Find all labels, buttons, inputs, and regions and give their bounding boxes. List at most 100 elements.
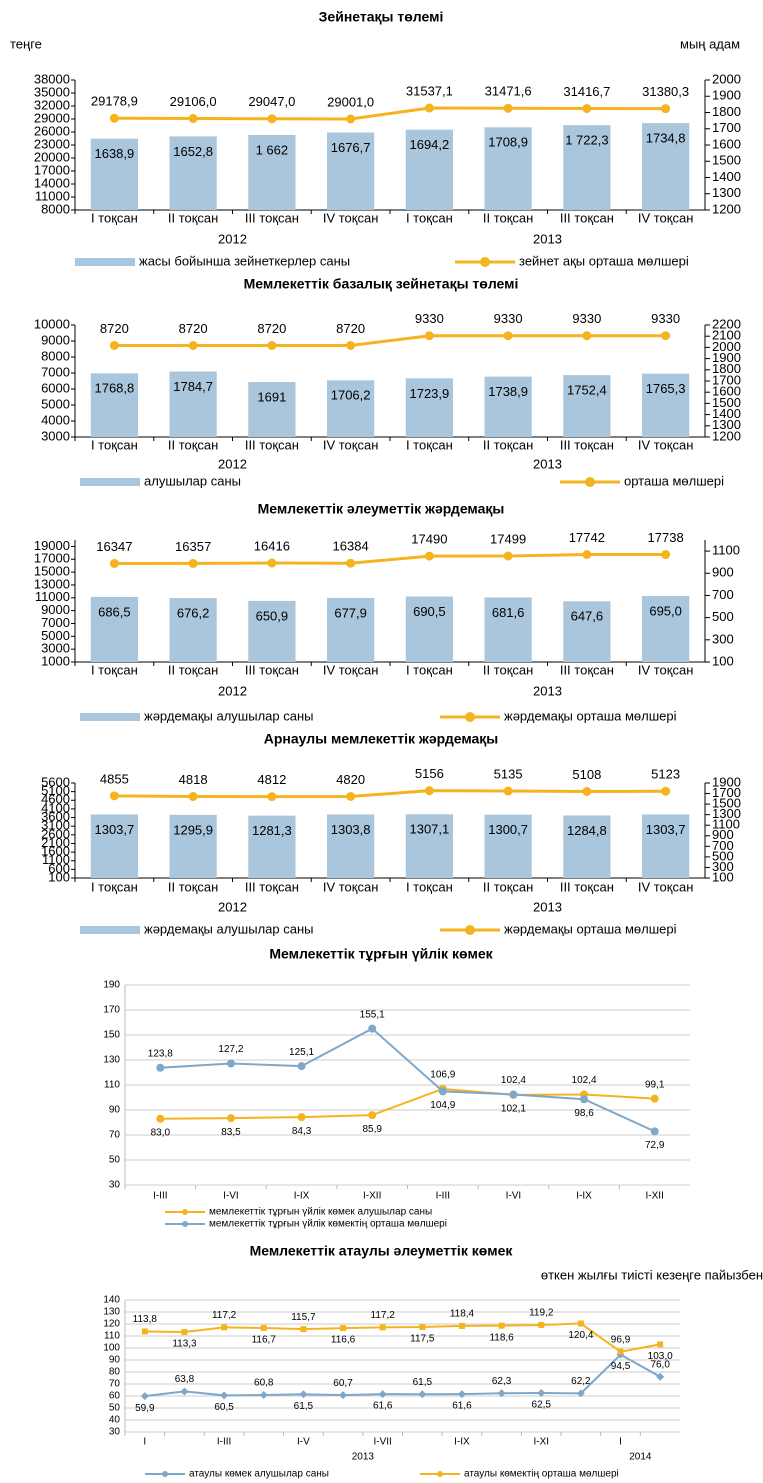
- data-label: 5123: [651, 767, 680, 782]
- marker: [424, 331, 434, 341]
- y-tick-label: 5000: [41, 628, 70, 643]
- data-label: 9330: [415, 311, 444, 326]
- group-label: 2013: [533, 456, 562, 471]
- marker: [582, 786, 592, 796]
- marker: [582, 549, 592, 559]
- data-label: 102,4: [501, 1075, 526, 1086]
- bar: [327, 814, 375, 878]
- data-label: 60,7: [333, 1378, 353, 1389]
- y-tick-label: 50: [109, 1403, 121, 1414]
- legend-swatch: [75, 258, 135, 266]
- line: [160, 1027, 656, 1133]
- data-label: 5135: [494, 766, 523, 781]
- data-label: 123,8: [148, 1048, 173, 1059]
- marker: [538, 1321, 545, 1328]
- x-tick-label: IV тоқсан: [323, 662, 379, 677]
- bar-label: 1638,9: [94, 146, 134, 161]
- bar: [484, 376, 532, 437]
- data-label: 113,3: [172, 1339, 197, 1350]
- y2-axis-label: мың адам: [680, 36, 740, 51]
- marker: [657, 1341, 664, 1348]
- chart-title: Зейнетақы төлемі: [319, 9, 444, 25]
- data-label: 117,2: [371, 1310, 396, 1321]
- chart-subtitle: өткен жылғы тиісті кезеңге пайызбен: [541, 1267, 763, 1282]
- marker: [188, 340, 198, 350]
- line: [144, 1353, 661, 1398]
- marker: [503, 331, 513, 341]
- group-label: 2012: [218, 683, 247, 698]
- marker: [346, 558, 356, 568]
- bar: [327, 132, 375, 210]
- data-label: 9330: [494, 311, 523, 326]
- y-tick-label: 35000: [34, 84, 70, 99]
- data-label: 83,0: [151, 1127, 171, 1138]
- marker: [497, 1389, 506, 1398]
- marker: [220, 1391, 229, 1400]
- x-tick-label: IV тоқсан: [323, 210, 379, 225]
- bar-label: 1307,1: [409, 822, 449, 837]
- bar-label: 1765,3: [646, 381, 686, 396]
- marker: [503, 786, 513, 796]
- bar-label: 676,2: [177, 606, 210, 621]
- group-label: 2014: [629, 1452, 652, 1463]
- data-label: 29001,0: [327, 94, 374, 109]
- y-tick-label: 1100: [42, 852, 70, 867]
- data-label: 63,8: [175, 1374, 195, 1385]
- group-label: 2013: [533, 683, 562, 698]
- bar: [563, 375, 611, 437]
- data-label: 118,6: [489, 1332, 514, 1343]
- marker: [340, 1325, 347, 1332]
- data-label: 9330: [572, 311, 601, 326]
- x-tick-label: I-XII: [646, 1191, 664, 1202]
- y2-tick-label: 1600: [712, 136, 741, 151]
- data-label: 17490: [411, 532, 447, 547]
- marker: [346, 340, 356, 350]
- marker: [537, 1389, 546, 1397]
- data-label: 60,5: [214, 1402, 234, 1413]
- y-tick-label: 17000: [34, 162, 70, 177]
- x-tick-label: I-IX: [576, 1191, 592, 1202]
- y-tick-label: 4100: [41, 800, 70, 815]
- marker: [188, 792, 198, 802]
- marker: [140, 1392, 149, 1401]
- y2-tick-label: 1800: [712, 361, 741, 376]
- bar: [248, 134, 296, 210]
- data-label: 4855: [100, 771, 129, 786]
- chart-title: Мемлекеттік әлеуметтік жәрдемақы: [258, 501, 505, 517]
- y-tick-label: 5100: [41, 783, 70, 798]
- data-label: 85,9: [362, 1124, 382, 1135]
- data-label: 31416,7: [563, 84, 610, 99]
- legend-label: жәрдемақы орташа мөлшері: [504, 708, 677, 723]
- marker: [259, 1391, 268, 1400]
- bar-label: 1694,2: [409, 137, 449, 152]
- y2-tick-label: 2000: [712, 339, 741, 354]
- marker: [297, 1113, 306, 1122]
- marker: [661, 104, 671, 114]
- y-tick-label: 120: [103, 1319, 120, 1330]
- y2-tick-label: 1400: [712, 406, 741, 421]
- data-label: 117,2: [212, 1310, 237, 1321]
- chart-title: Мемлекеттік тұрғын үйлік көмек: [269, 946, 493, 962]
- group-label: 2012: [218, 456, 247, 471]
- legend-label: жәрдемақы алушылар саны: [144, 708, 313, 723]
- marker: [267, 114, 277, 124]
- bar-label: 1768,8: [94, 381, 134, 396]
- bar-label: 1738,9: [488, 384, 528, 399]
- legend-label: алушылар саны: [144, 473, 241, 488]
- x-tick-label: I тоқсан: [91, 879, 138, 894]
- y2-tick-label: 1200: [712, 428, 741, 443]
- bar-label: 1723,9: [409, 386, 449, 401]
- bar-label: 1784,7: [173, 379, 213, 394]
- data-label: 29047,0: [248, 94, 295, 109]
- x-tick-label: II тоқсан: [483, 210, 533, 225]
- y-tick-label: 20000: [34, 149, 70, 164]
- y2-tick-label: 1700: [712, 372, 741, 387]
- marker: [576, 1389, 585, 1398]
- bar: [642, 373, 690, 437]
- marker: [156, 1063, 165, 1072]
- x-tick-label: I: [619, 1437, 622, 1448]
- x-tick-label: III тоқсан: [560, 662, 614, 677]
- x-tick-label: II тоқсан: [168, 437, 218, 452]
- data-label: 115,7: [291, 1312, 316, 1323]
- chart-title: Арнаулы мемлекеттік жәрдемақы: [264, 731, 499, 747]
